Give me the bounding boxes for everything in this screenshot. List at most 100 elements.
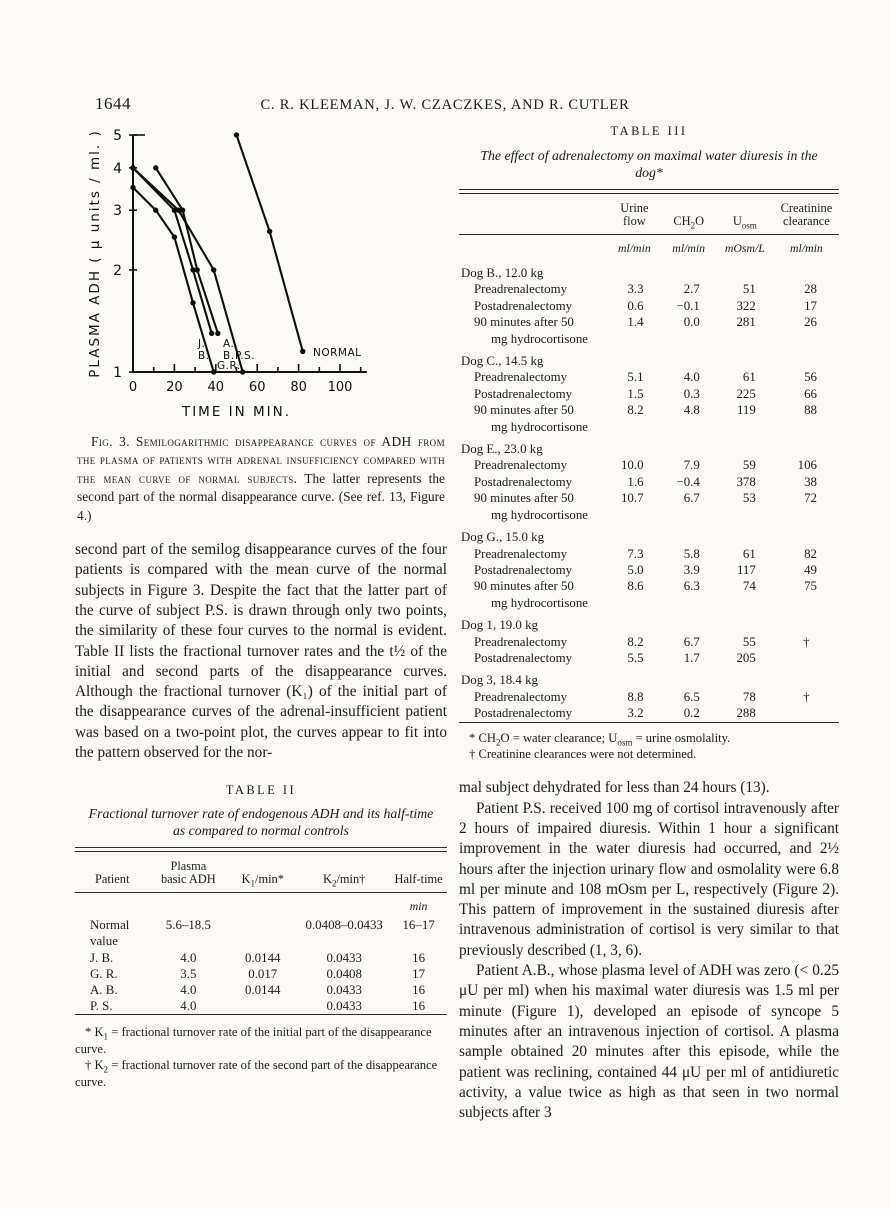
table-3-body: ml/min ml/min mOsm/L ml/min Dog B., 12.0 kg P…	[459, 234, 839, 721]
table-footnote: * CH2O = water clearance; Uosm = urine o…	[469, 730, 731, 748]
table-row: A. B. 4.0 0.0144 0.0433 16	[75, 982, 447, 998]
series-label-P.S.: P.S.	[235, 350, 255, 362]
data-point	[153, 165, 159, 171]
table-row: Postadrenalectomy 5.5 1.7 205	[459, 650, 839, 666]
figure-caption-label: Fig. 3.	[91, 434, 131, 449]
y-axis-label: PLASMA ADH ( μ units / ml. )	[87, 129, 103, 378]
table-2-block: TABLE II Fractional turnover rate of end…	[75, 783, 447, 1090]
value-cell	[774, 650, 839, 666]
value-cell: 5.5	[627, 650, 644, 665]
value-cell: 119	[736, 403, 756, 418]
table-row: Urine flow CH2O Uosm Creatinine clearance	[459, 193, 839, 235]
value-cell: 4.8	[683, 403, 700, 418]
table-row: Preadrenalectomy 3.3 2.7 51 28	[459, 281, 839, 297]
units-row: ml/min ml/min mOsm/L ml/min	[459, 234, 839, 259]
value-cell: 55	[742, 634, 756, 649]
row-label: Preadrenalectomy	[474, 458, 568, 473]
value-cell: 8.2	[627, 403, 644, 418]
value-cell: 82	[804, 546, 817, 561]
right-column: TABLE III The effect of adrenalectomy on…	[459, 120, 839, 1123]
data-point	[190, 300, 196, 306]
table-3-block: TABLE III The effect of adrenalectomy on…	[459, 124, 839, 762]
value-cell: −0.1	[676, 298, 700, 313]
value-cell: 5.0	[627, 562, 644, 577]
value-cell	[227, 917, 298, 949]
column-header	[459, 193, 608, 235]
group-label: Dog B., 12.0 kg	[461, 266, 544, 280]
value-cell: 16	[412, 982, 426, 997]
series-label-NORMAL: NORMAL	[313, 347, 362, 359]
table-row: Preadrenalectomy 8.2 6.7 55 †	[459, 634, 839, 650]
row-label: J. B.	[90, 950, 114, 965]
table-row: Postadrenalectomy 1.6 −0.4 378 38	[459, 474, 839, 490]
y-tick-label: 5	[113, 128, 122, 144]
x-tick-label: 100	[328, 380, 353, 395]
value-cell: 281	[736, 315, 756, 330]
table-2-title: Fractional turnover rate of endogenous A…	[88, 806, 434, 839]
value-cell: 106	[797, 458, 817, 473]
value-cell: 28	[804, 282, 817, 297]
table-3: Urine flow CH2O Uosm Creatinine clearance ml/m…	[459, 193, 839, 722]
data-point	[211, 267, 217, 273]
row-label: Postadrenalectomy	[474, 650, 573, 665]
y-tick-label: 4	[113, 161, 122, 177]
value-cell: 225	[736, 386, 756, 401]
group-label: Dog E., 23.0 kg	[461, 442, 543, 457]
group-label: Dog C., 14.5 kg	[461, 354, 544, 369]
value-cell: 1.7	[683, 650, 700, 665]
series-J.B.	[132, 167, 213, 334]
value-cell: 0.2	[683, 706, 700, 721]
value-cell: 7.3	[627, 546, 644, 561]
value-cell: 10.7	[620, 491, 644, 506]
table-row: Postadrenalectomy 0.6 −0.1 322 17	[459, 298, 839, 314]
value-cell: 6.7	[683, 491, 700, 506]
unit-cell	[227, 892, 298, 917]
value-cell: 0.0144	[245, 982, 281, 997]
body-paragraph: Patient P.S. received 100 mg of cortisol…	[459, 799, 839, 959]
value-cell: 322	[736, 298, 756, 313]
series-NORMAL	[235, 134, 304, 352]
group-label: Dog G., 15.0 kg	[461, 530, 545, 545]
figure-caption-text: The latter represents the second part of…	[77, 470, 445, 523]
table-2-caption: TABLE II	[225, 783, 297, 798]
data-point	[194, 267, 200, 273]
table-row: Postadrenalectomy 5.0 3.9 117 49	[459, 562, 839, 578]
value-cell: 6.5	[683, 689, 700, 704]
row-label: 90 minutes after 50 mg hydrocortisone	[459, 578, 607, 611]
figure-3: 1 2 3 4 5 0 20 40 60 80 100 TIME IN MIN. PLASMA ADH …	[75, 120, 447, 525]
row-sublabel: mg hydrocortisone	[491, 331, 589, 346]
unit-cell: ml/min	[617, 240, 651, 255]
value-cell: 0.0144	[245, 950, 281, 965]
value-cell: 1.5	[627, 386, 644, 401]
running-head: C. R. KLEEMAN, J. W. CZACZKES, AND R. CU…	[260, 97, 630, 113]
x-tick-label: 0	[129, 380, 137, 395]
value-cell: 74	[742, 579, 756, 594]
column-header: K2/min†	[298, 851, 391, 893]
value-cell: 17	[804, 298, 817, 313]
series-P.S.	[132, 167, 244, 373]
column-header: Plasma basic ADH	[149, 851, 228, 893]
value-cell: 26	[804, 315, 817, 330]
value-cell: 4.0	[180, 982, 197, 997]
series-label-G.R.: G.R.	[217, 360, 241, 372]
table-row: P. S. 4.0 0.0433 16	[75, 998, 447, 1014]
table-row: J. B. 4.0 0.0144 0.0433 16	[75, 950, 447, 966]
value-cell: 0.017	[248, 966, 278, 981]
two-column-layout: 1 2 3 4 5 0 20 40 60 80 100 TIME IN MIN. PLASMA ADH …	[75, 120, 839, 1123]
data-point	[211, 369, 217, 375]
unit-cell: min	[409, 898, 428, 913]
page-header: 1644 C. R. KLEEMAN, J. W. CZACZKES, AND …	[0, 0, 890, 120]
value-cell: 10.0	[620, 458, 644, 473]
row-label: A. B.	[90, 982, 118, 997]
value-cell: 61	[742, 546, 756, 561]
value-cell: 0.0433	[326, 950, 362, 965]
value-cell: 6.3	[683, 579, 700, 594]
value-cell: 117	[736, 562, 756, 577]
value-cell: 1.6	[627, 474, 644, 489]
data-point	[175, 207, 182, 213]
x-axis-label: TIME IN MIN.	[181, 404, 291, 420]
table-row: Preadrenalectomy 7.3 5.8 61 82	[459, 546, 839, 562]
body-paragraph: mal subject dehydrated for less than 24 …	[459, 779, 770, 797]
row-label: Postadrenalectomy	[474, 562, 573, 577]
double-rule	[75, 847, 447, 852]
